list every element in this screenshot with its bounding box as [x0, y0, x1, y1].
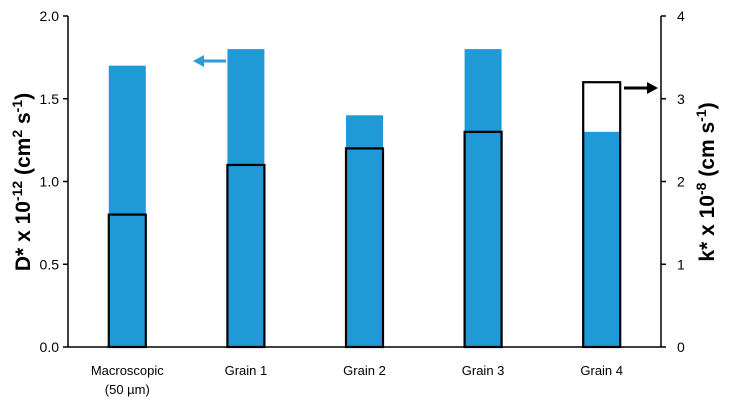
left-axis-ticks: 0.0 0.5 1.0 1.5 2.0 — [40, 8, 68, 355]
axis-indicator-arrows — [193, 55, 658, 94]
filled-bar — [464, 49, 502, 347]
left-tick-label: 1.5 — [40, 91, 60, 107]
left-tick-label: 0.5 — [40, 256, 60, 272]
right-tick-label: 0 — [677, 339, 685, 355]
left-axis-arrow-head — [193, 55, 204, 67]
filled-bar — [583, 131, 621, 347]
left-tick-label: 1.0 — [40, 174, 60, 190]
category-label: Macroscopic (50 µm) — [91, 363, 164, 397]
category-label: Grain 1 — [225, 363, 268, 378]
right-axis-arrow-head — [647, 82, 658, 94]
right-axis-ticks: 0 1 2 3 4 — [661, 8, 685, 355]
left-axis-title: D* x 10-12 (cm2 s-1) — [9, 93, 35, 271]
filled-bars — [108, 49, 621, 348]
right-tick-label: 3 — [677, 91, 685, 107]
right-tick-label: 4 — [677, 8, 685, 24]
category-label: Grain 3 — [462, 363, 505, 378]
category-label: Grain 2 — [343, 363, 386, 378]
category-labels: Macroscopic (50 µm) Grain 1 Grain 2 Grain 3 G… — [91, 363, 623, 397]
right-tick-label: 1 — [677, 256, 685, 272]
right-tick-label: 2 — [677, 174, 685, 190]
category-label: Grain 4 — [580, 363, 623, 378]
left-tick-label: 2.0 — [40, 8, 60, 24]
left-tick-label: 0.0 — [40, 339, 60, 355]
filled-bar — [227, 49, 265, 347]
filled-bar — [346, 115, 383, 347]
filled-bar — [108, 65, 146, 348]
right-axis-title: k* x 10-8 (cm s-1) — [693, 102, 719, 261]
